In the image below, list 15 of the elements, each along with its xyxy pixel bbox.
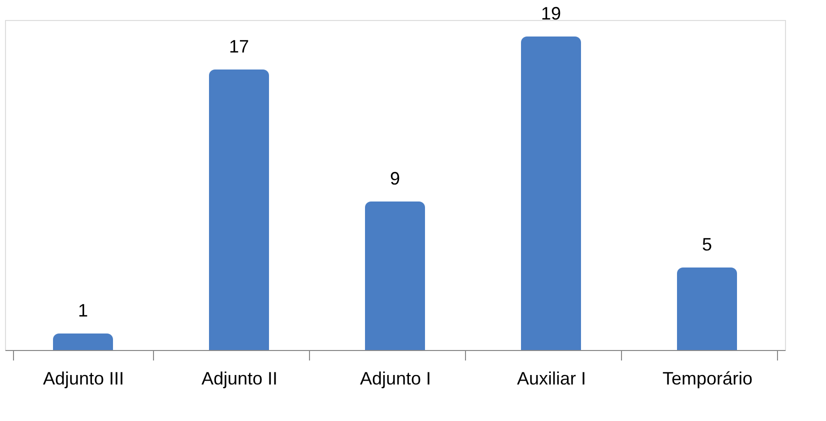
bar — [209, 70, 269, 350]
x-tick-label: Adjunto III — [42, 368, 124, 388]
data-label: 5 — [702, 234, 712, 254]
data-label: 19 — [540, 4, 562, 24]
bar — [521, 36, 581, 350]
data-label: 1 — [78, 300, 88, 320]
data-label: 9 — [390, 168, 400, 188]
x-tick-label: Adjunto I — [360, 368, 432, 388]
x-tick-label: Temporário — [662, 368, 753, 388]
x-tick-label: Adjunto II — [201, 368, 278, 388]
data-label: 17 — [228, 36, 250, 56]
x-tick-label: Auxiliar I — [516, 368, 586, 388]
bar — [53, 334, 113, 350]
bar — [677, 268, 737, 350]
bar — [365, 202, 425, 350]
